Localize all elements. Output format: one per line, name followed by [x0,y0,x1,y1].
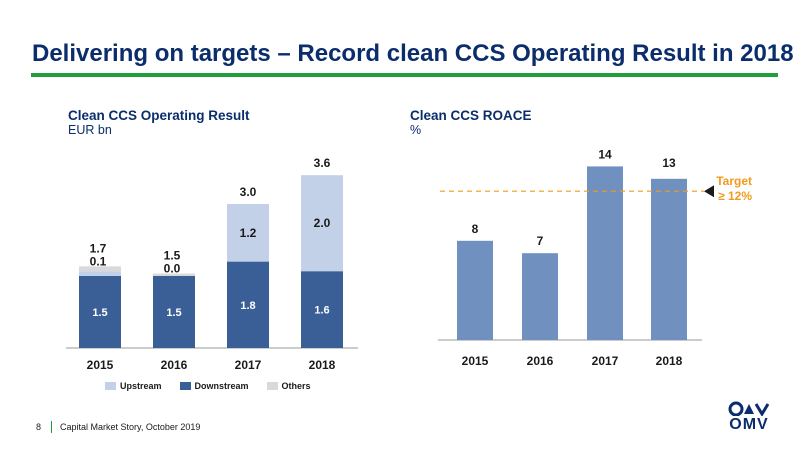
legend-item-downstream: Downstream [179,381,249,391]
chart2-tick-2016: 2016 [527,354,554,368]
legend-item-upstream: Upstream [105,381,162,391]
chart1-tick-2016: 2016 [161,358,188,372]
label-total-2017: 3.0 [240,185,257,199]
footer-text: Capital Market Story, October 2019 [60,422,201,432]
omv-logo-mark [728,401,770,417]
label-downstream-2018: 1.6 [314,305,329,317]
page-title: Delivering on targets – Record clean CCS… [32,40,794,67]
legend-label-downstream: Downstream [194,381,249,391]
chart2-tick-2017: 2017 [592,354,619,368]
omv-logo: OMV [726,400,772,440]
bar-downstream-2015 [79,276,121,348]
bar-upstream-2017 [227,204,269,262]
page-number: 8 [36,422,42,432]
bar-roace-2018 [651,178,687,340]
label-roace-2017: 14 [598,147,612,161]
omv-logo-text: OMV [729,416,769,433]
chart1-tick-2015: 2015 [87,358,114,372]
chart1-subtitle: EUR bn [68,123,112,137]
target-label: Target [716,174,752,188]
label-total-2015: 1.7 [90,241,107,255]
legend-item-others: Others [266,381,311,391]
label-upstream-2016: 0.0 [164,262,181,276]
chart1-title: Clean CCS Operating Result [68,108,250,123]
legend-label-others: Others [281,381,311,391]
title-divider [31,73,778,77]
legend-swatch-others [266,382,278,390]
bar-roace-2015 [457,240,493,340]
legend-swatch-upstream [105,382,116,390]
chart2-tick-2018: 2018 [656,354,683,368]
bar-others-2015 [79,266,121,272]
target-value: ≥ 12% [718,189,752,203]
label-downstream-2016: 1.5 [166,307,181,319]
target-marker [704,185,714,198]
label-downstream-2017: 1.8 [240,300,255,312]
bar-upstream-2018 [301,175,343,272]
footer: 8 Capital Market Story, October 2019 [36,421,200,433]
footer-separator [51,421,53,433]
bar-others-2016 [153,273,195,276]
label-upstream-2018: 2.0 [314,216,331,230]
legend-label-upstream: Upstream [120,381,162,391]
label-upstream-2017: 1.2 [240,226,257,240]
chart1-legend: Upstream Downstream Others [105,381,311,391]
label-total-2018: 3.6 [314,156,331,170]
bar-downstream-2017 [227,261,269,348]
label-total-2016: 1.5 [164,249,181,263]
chart1-tick-2018: 2018 [309,358,336,372]
bar-upstream-2015 [79,271,121,276]
bar-roace-2017 [587,166,623,340]
label-roace-2016: 7 [537,234,544,248]
legend-swatch-downstream [179,382,191,390]
bar-downstream-2016 [153,276,195,348]
chart2-title: Clean CCS ROACE [410,108,532,123]
bar-roace-2016 [522,253,558,340]
label-downstream-2015: 1.5 [92,307,107,319]
label-roace-2018: 13 [662,156,676,170]
label-roace-2015: 8 [472,222,479,236]
chart2-tick-2015: 2015 [462,354,489,368]
chart1-tick-2017: 2017 [235,358,262,372]
chart2-subtitle: % [410,123,422,137]
label-upstream-2015: 0.1 [90,254,107,268]
bar-downstream-2018 [301,271,343,348]
